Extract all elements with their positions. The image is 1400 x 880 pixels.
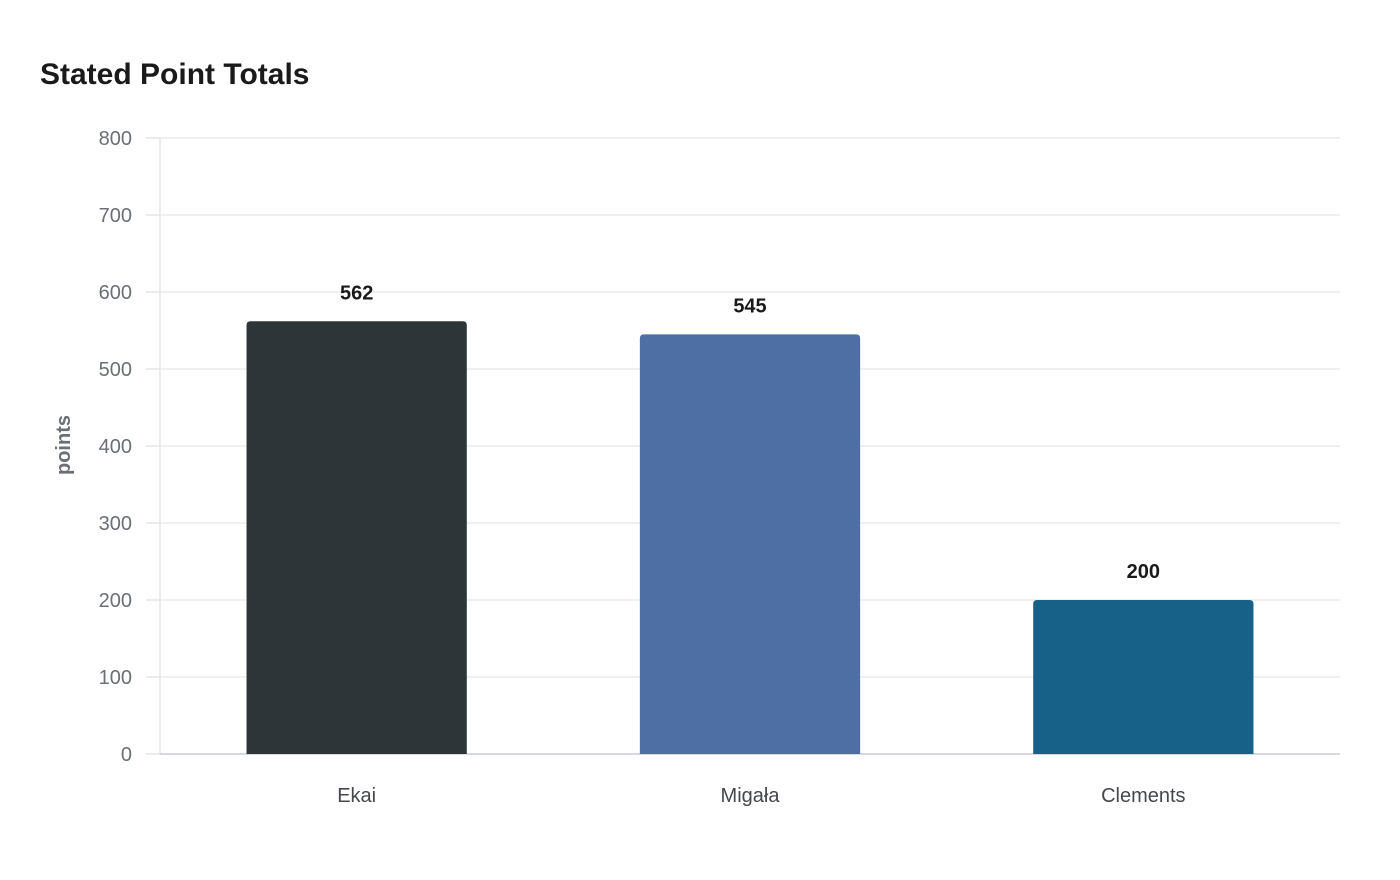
data-label: 562 (340, 282, 373, 304)
bars (246, 321, 1254, 754)
y-tick-label: 400 (99, 436, 132, 458)
data-labels: 562 545 200 (340, 282, 1160, 583)
data-label: 200 (1127, 561, 1160, 583)
y-tick-label: 200 (99, 590, 132, 612)
y-tick-label: 700 (99, 205, 132, 227)
y-tick-label: 500 (99, 359, 132, 381)
x-tick-label: Clements (1101, 785, 1185, 807)
chart-title: Stated Point Totals (40, 58, 310, 91)
y-tick-label: 0 (121, 744, 132, 766)
x-tick-labels: Ekai Migała Clements (337, 785, 1185, 807)
y-axis-title: points (53, 415, 75, 475)
y-tick-label: 800 (99, 128, 132, 150)
y-tick-label: 100 (99, 667, 132, 689)
bar-clements (1033, 600, 1254, 754)
y-tick-label: 300 (99, 513, 132, 535)
bar-miga-a (639, 334, 861, 754)
y-tick-label: 600 (99, 282, 132, 304)
y-tick-labels: 0 100 200 300 400 500 600 700 800 (99, 128, 132, 766)
bar-ekai (246, 321, 467, 754)
x-tick-label: Migała (721, 785, 781, 807)
data-label: 545 (733, 295, 766, 317)
x-tick-label: Ekai (337, 785, 376, 807)
